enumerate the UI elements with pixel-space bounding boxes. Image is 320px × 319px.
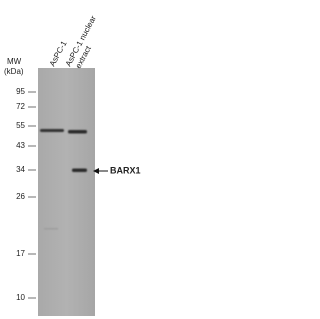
marker-label: 26 — [16, 192, 25, 201]
band — [40, 129, 64, 132]
gel — [38, 68, 95, 316]
mw-label: MW — [7, 57, 22, 66]
marker-label: 17 — [16, 249, 25, 258]
bands — [40, 129, 87, 230]
markers: 95 72 55 43 34 26 17 10 — [16, 87, 36, 302]
blot-figure: AsPC-1 AsPC-1 nuclear extract MW (kDa) 9… — [0, 0, 150, 319]
band — [44, 228, 58, 230]
marker-label: 43 — [16, 141, 25, 150]
marker-label: 34 — [16, 165, 25, 174]
marker-label: 72 — [16, 102, 25, 111]
band — [68, 130, 87, 134]
marker-label: 95 — [16, 87, 25, 96]
marker-label: 55 — [16, 121, 25, 130]
target-label: BARX1 — [110, 165, 141, 175]
marker-label: 10 — [16, 293, 25, 302]
band — [72, 168, 87, 172]
arrow-head — [93, 168, 99, 174]
mw-unit: (kDa) — [4, 67, 24, 76]
